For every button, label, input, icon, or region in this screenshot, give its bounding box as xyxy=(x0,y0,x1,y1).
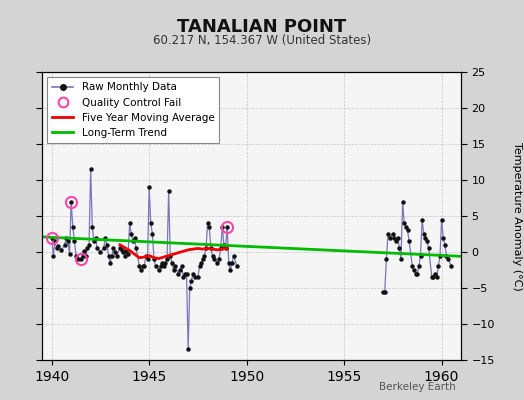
Legend: Raw Monthly Data, Quality Control Fail, Five Year Moving Average, Long-Term Tren: Raw Monthly Data, Quality Control Fail, … xyxy=(47,77,220,143)
Text: Berkeley Earth: Berkeley Earth xyxy=(379,382,456,392)
Text: TANALIAN POINT: TANALIAN POINT xyxy=(178,18,346,36)
Text: 60.217 N, 154.367 W (United States): 60.217 N, 154.367 W (United States) xyxy=(153,34,371,47)
Y-axis label: Temperature Anomaly (°C): Temperature Anomaly (°C) xyxy=(511,142,521,290)
